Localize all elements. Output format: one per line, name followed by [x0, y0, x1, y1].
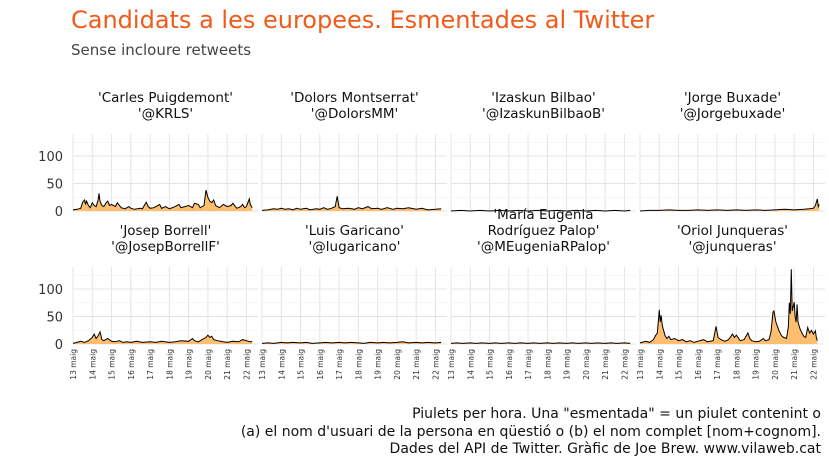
- panel-label: '@lugaricano': [309, 239, 401, 255]
- x-tick-label: 14 maig: [466, 349, 475, 380]
- x-tick-label: 17 maig: [524, 349, 533, 380]
- x-tick-label: 18 maig: [543, 349, 552, 380]
- series-line: [72, 330, 253, 344]
- x-tick-label: 19 maig: [752, 349, 761, 380]
- x-tick-label: 15 maig: [297, 349, 306, 380]
- series-line: [639, 269, 818, 344]
- x-tick-label: 13 maig: [636, 349, 645, 380]
- x-tick-label: 20 maig: [204, 349, 213, 380]
- x-tick-label: 16 maig: [316, 349, 325, 380]
- panel-label: 'Luis Garicano': [305, 223, 404, 239]
- x-tick-label: 22 maig: [242, 349, 251, 380]
- series-line: [261, 196, 442, 211]
- x-tick-label: 13 maig: [258, 349, 267, 380]
- panel-label: 'María Eugenia: [493, 207, 593, 223]
- panel-label: '@DolorsMM': [311, 106, 398, 122]
- x-tick-label: 16 maig: [694, 349, 703, 380]
- chart-title: Candidats a les europees. Esmentades al …: [71, 6, 655, 34]
- x-tick-label: 13 maig: [69, 349, 78, 380]
- x-tick-label: 14 maig: [88, 349, 97, 380]
- caption-line-3: Dades del API de Twitter. Gràfic de Joe …: [389, 441, 821, 457]
- chart-subtitle: Sense incloure retweets: [71, 41, 252, 59]
- caption-line-2: (a) el nom d'usuari de la persona en qüe…: [240, 423, 821, 440]
- x-tick-label: 18 maig: [354, 349, 363, 380]
- y-tick-label: 50: [46, 178, 63, 193]
- x-tick-label: 18 maig: [165, 349, 174, 380]
- series-line: [72, 189, 253, 211]
- x-tick-label: 16 maig: [505, 349, 514, 380]
- x-tick-label: 20 maig: [393, 349, 402, 380]
- panel-label: 'Izaskun Bilbao': [491, 90, 595, 106]
- series-line: [450, 209, 631, 212]
- x-tick-label: 14 maig: [277, 349, 286, 380]
- y-tick-label: 0: [55, 338, 63, 353]
- x-tick-label: 18 maig: [732, 349, 741, 380]
- series-area: [640, 198, 820, 211]
- x-tick-label: 21 maig: [412, 349, 421, 380]
- series-line: [639, 198, 820, 212]
- y-tick-label: 50: [46, 311, 63, 326]
- panel-label: '@IzaskunBilbaoB': [482, 106, 605, 122]
- chart-caption: Piulets per hora. Una "esmentada" = un p…: [241, 406, 821, 459]
- x-tick-label: 14 maig: [655, 349, 664, 380]
- x-tick-label: 15 maig: [108, 349, 117, 380]
- x-tick-label: 20 maig: [771, 349, 780, 380]
- y-tick-label: 0: [55, 205, 63, 220]
- series-line: [450, 342, 631, 344]
- series-area: [640, 269, 818, 344]
- x-tick-label: 22 maig: [431, 349, 440, 380]
- x-tick-label: 17 maig: [146, 349, 155, 380]
- panel-label: 'Dolors Montserrat': [290, 90, 419, 106]
- x-tick-label: 21 maig: [223, 349, 232, 380]
- panel-label: 'Josep Borrell': [120, 223, 212, 239]
- series-area: [262, 196, 442, 211]
- panel-label: 'Jorge Buxade': [684, 90, 781, 106]
- series-line: [261, 341, 442, 344]
- x-tick-label: 19 maig: [374, 349, 383, 380]
- panel-label: '@junqueras': [688, 239, 776, 255]
- x-tick-label: 21 maig: [790, 349, 799, 380]
- panel-label: '@KRLS': [138, 106, 193, 122]
- x-tick-label: 21 maig: [601, 349, 610, 380]
- x-tick-label: 15 maig: [486, 349, 495, 380]
- x-tick-label: 13 maig: [447, 349, 456, 380]
- x-tick-label: 15 maig: [675, 349, 684, 380]
- x-tick-label: 19 maig: [185, 349, 194, 380]
- x-tick-label: 16 maig: [127, 349, 136, 380]
- panel-label: Rodríguez Palop': [488, 223, 600, 239]
- caption-line-1: Piulets per hora. Una "esmentada" = un p…: [412, 406, 821, 422]
- x-tick-label: 17 maig: [335, 349, 344, 380]
- panel-label: '@MEugeniaRPalop': [477, 239, 610, 255]
- y-tick-label: 100: [38, 283, 63, 298]
- x-tick-label: 20 maig: [582, 349, 591, 380]
- x-tick-label: 22 maig: [809, 349, 818, 380]
- panel-label: 'Carles Puigdemont': [98, 90, 233, 106]
- series-area: [73, 190, 253, 211]
- panel-label: '@JosepBorrellF': [111, 239, 220, 255]
- panel-label: 'Oriol Junqueras': [677, 223, 788, 239]
- x-tick-label: 17 maig: [713, 349, 722, 380]
- y-tick-label: 100: [38, 150, 63, 165]
- series-area: [73, 331, 253, 344]
- panel-label: '@Jorgebuxade': [680, 106, 786, 122]
- x-tick-label: 22 maig: [620, 349, 629, 380]
- x-tick-label: 19 maig: [563, 349, 572, 380]
